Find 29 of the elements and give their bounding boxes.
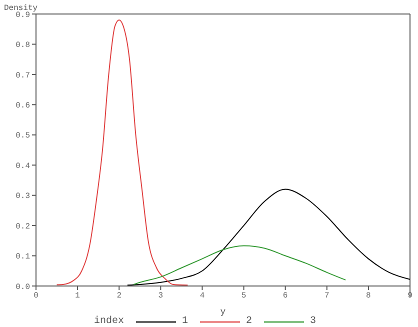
x-tick-label: 6	[282, 292, 288, 301]
legend-label: 3	[310, 316, 316, 327]
legend-title: index	[94, 316, 124, 327]
y-tick-label: 0.5	[16, 132, 30, 141]
y-tick-label: 0.3	[16, 192, 30, 202]
y-tick-label: 0.7	[16, 71, 30, 80]
x-tick-label: 7	[324, 292, 330, 301]
x-tick-label: 1	[75, 292, 80, 301]
y-tick-label: 0.4	[16, 162, 30, 171]
x-tick-label: 8	[366, 292, 372, 301]
legend-label: 1	[182, 316, 188, 327]
line-series	[56, 20, 188, 286]
x-tick-label: 3	[158, 292, 164, 301]
legend-label: 2	[246, 316, 252, 327]
x-tick-label: 0	[34, 292, 39, 301]
line-series	[133, 245, 346, 285]
x-tick-label: 9	[408, 292, 413, 301]
y-tick-label: 0.9	[16, 10, 30, 20]
y-tick-label: 0.2	[16, 222, 30, 232]
y-tick-label: 0.8	[16, 41, 30, 50]
x-tick-label: 2	[116, 292, 122, 301]
x-tick-label: 4	[200, 292, 205, 301]
line-series	[126, 188, 410, 286]
y-tick-label: 0.1	[16, 252, 30, 262]
y-tick-label: 0.6	[16, 102, 30, 111]
y-tick-label: 0.0	[16, 282, 30, 292]
y-axis-title: Density	[4, 4, 38, 13]
x-axis-title: y	[220, 307, 226, 317]
x-tick-label: 5	[241, 292, 246, 301]
